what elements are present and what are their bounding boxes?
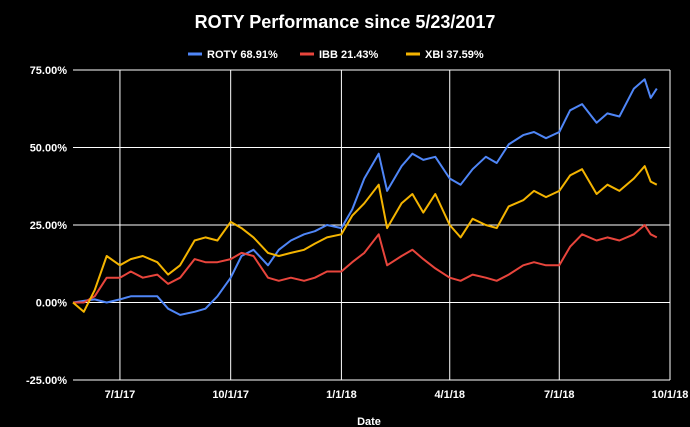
legend-label: IBB 21.43%	[319, 49, 379, 61]
legend-label: XBI 37.59%	[425, 49, 484, 61]
x-tick-label: 4/1/18	[434, 389, 465, 401]
chart-title: ROTY Performance since 5/23/2017	[195, 12, 496, 32]
y-tick-label: -25.00%	[26, 375, 67, 387]
series-layer	[72, 78, 658, 316]
grid	[73, 69, 671, 381]
x-tick-label: 1/1/18	[326, 389, 357, 401]
x-axis-label: Date	[357, 416, 381, 427]
legend: ROTY 68.91% IBB 21.43% XBI 37.59%	[188, 49, 484, 61]
y-axis: 75.00% 50.00% 25.00% 0.00% -25.00%	[26, 65, 67, 387]
x-tick-label: 7/1/18	[544, 389, 575, 401]
series-line-0	[72, 78, 658, 316]
y-tick-label: 75.00%	[30, 65, 68, 77]
y-tick-label: 0.00%	[36, 298, 67, 310]
series-line-1	[73, 224, 658, 304]
x-tick-label: 7/1/17	[105, 389, 136, 401]
y-tick-label: 25.00%	[30, 220, 68, 232]
x-tick-label: 10/1/18	[652, 389, 689, 401]
legend-label: ROTY 68.91%	[207, 49, 278, 61]
series-line-2	[72, 165, 658, 313]
x-axis: 7/1/17 10/1/17 1/1/18 4/1/18 7/1/18 10/1/18	[105, 389, 689, 401]
x-tick-label: 10/1/17	[212, 389, 249, 401]
y-tick-label: 50.00%	[30, 143, 68, 155]
